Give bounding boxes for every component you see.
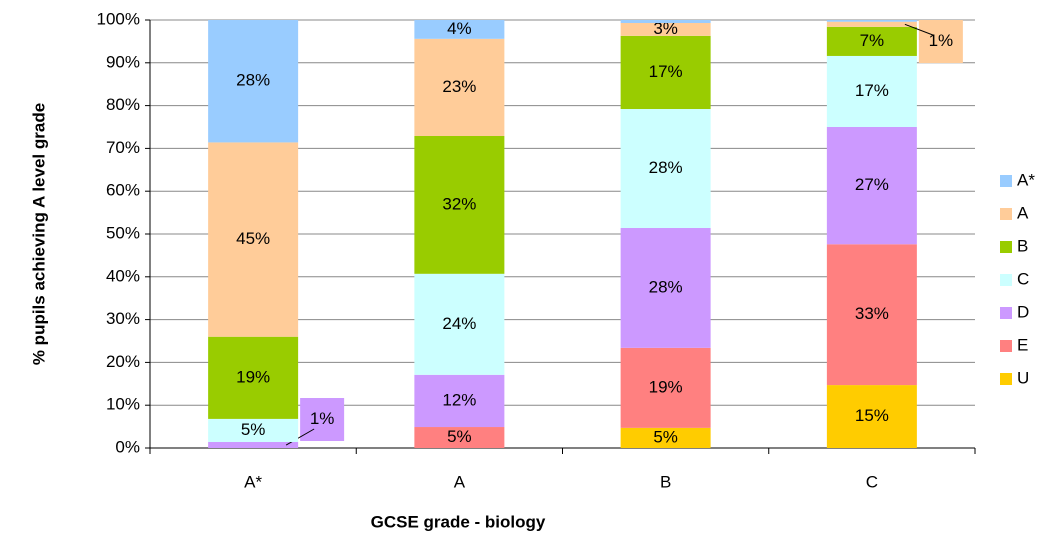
- bar-segment: [826, 20, 917, 22]
- legend-swatch: [1000, 175, 1012, 187]
- data-label: 28%: [649, 277, 683, 296]
- data-label: 5%: [447, 427, 472, 446]
- legend-label: C: [1017, 269, 1029, 288]
- y-tick-label: 70%: [106, 138, 140, 157]
- y-tick-label: 50%: [106, 223, 140, 242]
- bar-segment: [826, 21, 917, 27]
- bar-segment: [620, 228, 711, 348]
- callout-box: [300, 398, 345, 441]
- data-label: 5%: [241, 420, 266, 439]
- data-label: 7%: [860, 31, 885, 50]
- legend-swatch: [1000, 340, 1012, 352]
- legend-label: A*: [1017, 170, 1035, 189]
- bar-segment: [620, 427, 711, 448]
- legend-swatch: [1000, 373, 1012, 385]
- y-axis-label: % pupils achieving A level grade: [29, 103, 48, 365]
- x-tick-label: B: [660, 472, 671, 491]
- legend-swatch: [1000, 208, 1012, 220]
- y-tick-label: 40%: [106, 266, 140, 285]
- x-tick-label: A: [454, 472, 466, 491]
- x-tick-label: A*: [244, 472, 262, 491]
- bar-segment: [826, 244, 917, 386]
- bar-segment: [414, 374, 505, 428]
- bar-segment: [414, 135, 505, 274]
- data-label: 4%: [447, 19, 472, 38]
- bar-segment: [414, 273, 505, 375]
- y-tick-label: 90%: [106, 52, 140, 71]
- data-label: 45%: [236, 229, 270, 248]
- legend-label: U: [1017, 368, 1029, 387]
- data-label: 23%: [442, 77, 476, 96]
- y-tick-label: 10%: [106, 395, 140, 414]
- bar-segment: [826, 127, 917, 245]
- data-label: 12%: [442, 390, 476, 409]
- y-tick-label: 60%: [106, 181, 140, 200]
- bar-segment: [826, 55, 917, 128]
- legend-swatch: [1000, 241, 1012, 253]
- bar-segment: [208, 142, 299, 337]
- bar-segment: [414, 427, 505, 448]
- data-label: 28%: [236, 71, 270, 90]
- bar-segment: [208, 336, 299, 419]
- bar-segment: [620, 347, 711, 428]
- bar-segment: [620, 22, 711, 36]
- data-label: 3%: [653, 19, 678, 38]
- bar-segment: [414, 20, 505, 39]
- bar-segment: [208, 20, 299, 143]
- data-label: 32%: [442, 194, 476, 213]
- y-tick-label: 100%: [97, 9, 140, 28]
- y-tick-label: 80%: [106, 95, 140, 114]
- bar-segment: [620, 35, 711, 110]
- bar-segment: [414, 38, 505, 136]
- data-label: 24%: [442, 314, 476, 333]
- data-label: 15%: [855, 406, 889, 425]
- legend-label: D: [1017, 302, 1029, 321]
- bar-segment: [208, 418, 299, 443]
- data-label: 1%: [929, 31, 954, 50]
- data-label: 19%: [236, 367, 270, 386]
- data-label: 1%: [310, 409, 335, 428]
- legend-swatch: [1000, 307, 1012, 319]
- data-label: 33%: [855, 304, 889, 323]
- legend-label: E: [1017, 335, 1028, 354]
- y-tick-label: 0%: [115, 437, 140, 456]
- data-label: 5%: [653, 427, 678, 446]
- y-tick-label: 30%: [106, 309, 140, 328]
- callout-leader: [285, 428, 315, 446]
- data-label: 28%: [649, 158, 683, 177]
- bar-segment: [208, 442, 299, 448]
- data-label: 27%: [855, 175, 889, 194]
- legend-label: B: [1017, 236, 1028, 255]
- data-label: 17%: [855, 81, 889, 100]
- data-label: 17%: [649, 62, 683, 81]
- bar-segment: [620, 109, 711, 229]
- callout-leader: [904, 23, 934, 36]
- bar-segment: [826, 385, 917, 448]
- bar-segment: [620, 20, 711, 23]
- x-axis-label: GCSE grade - biology: [371, 512, 546, 531]
- data-label: 19%: [649, 377, 683, 396]
- x-tick-label: C: [866, 472, 878, 491]
- legend-swatch: [1000, 274, 1012, 286]
- legend-label: A: [1017, 203, 1029, 222]
- bar-segment: [826, 26, 917, 56]
- callout-box: [918, 20, 963, 63]
- y-tick-label: 20%: [106, 352, 140, 371]
